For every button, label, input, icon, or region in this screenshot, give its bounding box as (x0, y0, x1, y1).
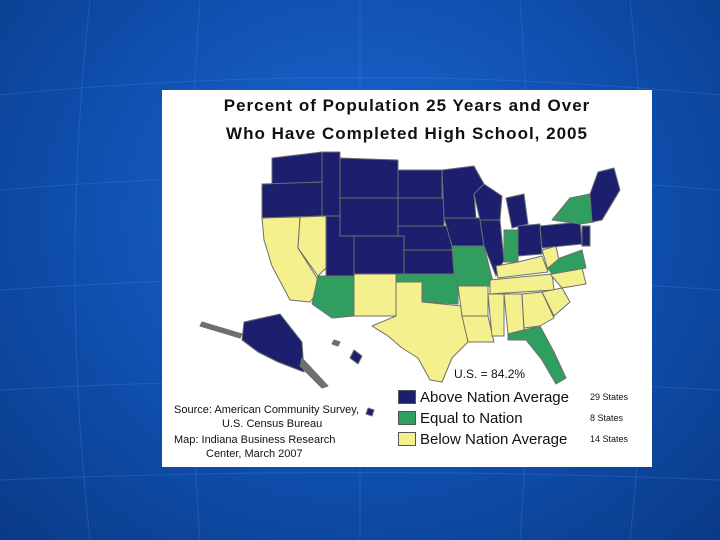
legend-count-below: 14 States (590, 434, 629, 444)
legend-item-below: Below Nation Average (398, 430, 567, 448)
legend-label-equal: Equal to Nation (420, 409, 523, 427)
alaska-panhandle (299, 357, 329, 389)
state-mississippi (487, 293, 505, 337)
state-nebraska (397, 225, 453, 251)
state-virginia (547, 249, 587, 275)
state-new-jersey (581, 225, 591, 247)
legend-item-equal: Equal to Nation (398, 409, 523, 427)
state-washington (271, 151, 323, 185)
state-alaska (241, 313, 305, 373)
state-south-dakota (397, 197, 445, 227)
state-alabama (503, 293, 525, 335)
aleutian-islands (199, 321, 243, 339)
legend-count-equal: 8 States (590, 413, 624, 423)
legend-label-below: Below Nation Average (420, 430, 568, 448)
source-line1: Source: American Community Survey, (174, 404, 360, 416)
legend-label-above: Above Nation Average (420, 388, 569, 406)
source-line3: Map: Indiana Business Research (174, 434, 336, 446)
map-title-line2: Who Have Completed High School, 2005 (226, 124, 588, 143)
hawaii-island-small (365, 407, 375, 417)
hawaii-islands (331, 339, 341, 347)
state-colorado (353, 235, 405, 275)
state-louisiana (461, 315, 495, 343)
state-arizona (311, 275, 355, 319)
us-choropleth-map (199, 151, 621, 417)
state-kentucky (495, 255, 549, 279)
legend-count-above: 29 States (590, 392, 629, 402)
state-montana (339, 157, 399, 199)
state-indiana (503, 229, 519, 263)
state-pennsylvania (539, 221, 583, 249)
source-line2: U.S. Census Bureau (222, 418, 323, 430)
state-florida (507, 325, 567, 385)
state-new-york (551, 193, 595, 225)
map-title-line1: Percent of Population 25 Years and Over (223, 96, 591, 115)
state-new-england (589, 167, 621, 223)
source-line4: Center, March 2007 (206, 448, 303, 460)
legend-swatch-below (398, 432, 416, 446)
legend-item-above: Above Nation Average (398, 388, 569, 406)
state-south-carolina (541, 287, 571, 317)
state-new-mexico (353, 273, 397, 317)
state-wyoming (339, 197, 399, 237)
legend-swatch-equal (398, 411, 416, 425)
state-kansas (403, 249, 455, 275)
state-arkansas (457, 285, 489, 317)
state-hawaii (349, 349, 363, 365)
state-oregon (261, 181, 323, 219)
state-ohio (517, 223, 543, 257)
us-average-label: U.S. = 84.2% (454, 367, 526, 381)
state-michigan (505, 193, 529, 229)
state-north-dakota (397, 169, 443, 199)
state-idaho (321, 151, 341, 217)
state-wisconsin (473, 183, 503, 221)
state-texas (371, 281, 469, 383)
map-panel: Percent of Population 25 Years and Over … (162, 90, 652, 467)
legend-swatch-above (398, 390, 416, 404)
